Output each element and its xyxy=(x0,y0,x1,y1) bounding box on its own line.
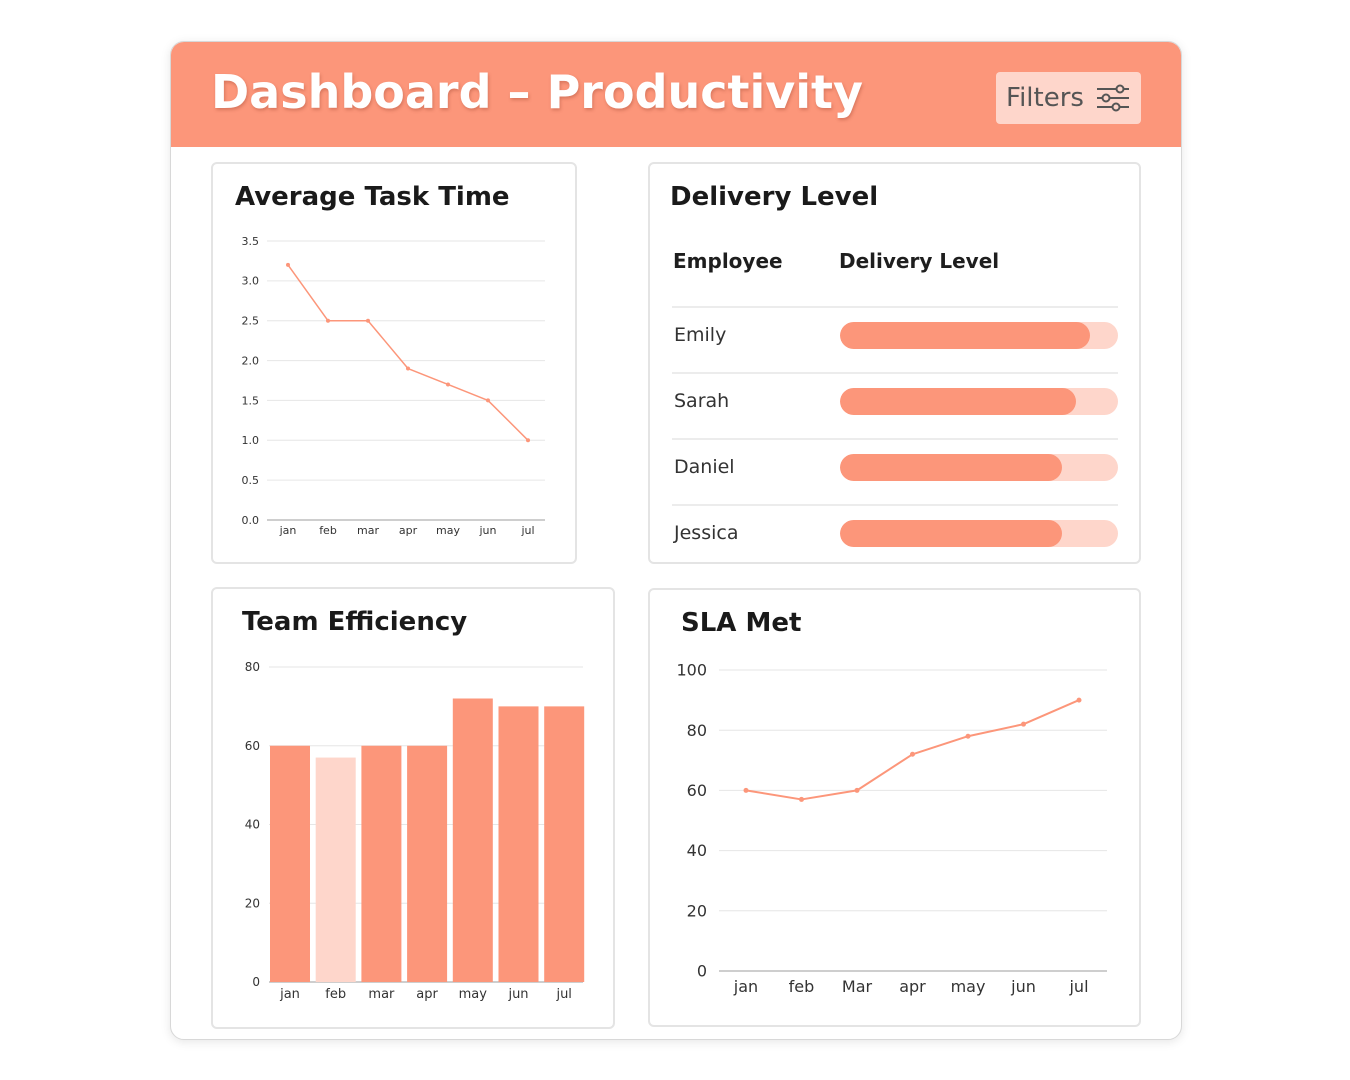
employee-name: Daniel xyxy=(674,456,735,478)
data-point xyxy=(1076,697,1082,703)
y-tick-label: 0.0 xyxy=(242,514,260,527)
x-tick-label: apr xyxy=(416,987,438,1002)
y-tick-label: 3.0 xyxy=(242,275,260,288)
bar xyxy=(407,745,448,982)
delivery-level-column-header: Delivery Level xyxy=(839,249,1000,273)
y-tick-label: 20 xyxy=(245,896,260,910)
delivery-level-bar-track xyxy=(840,322,1118,349)
filters-button[interactable]: Filters xyxy=(996,72,1141,124)
x-tick-label: may xyxy=(951,977,986,996)
y-tick-label: 2.0 xyxy=(242,354,260,367)
x-tick-label: jul xyxy=(555,987,571,1002)
series-line xyxy=(745,699,1080,801)
data-point xyxy=(406,366,410,371)
x-tick-label: may xyxy=(436,524,460,537)
data-point xyxy=(486,398,490,403)
y-tick-label: 1.5 xyxy=(242,394,260,407)
data-point xyxy=(854,787,860,793)
team-efficiency-chart: 0 20 40 60 80 jan feb mar apr may jun jul xyxy=(245,660,585,1002)
employee-name: Jessica xyxy=(674,522,739,544)
x-tick-label: feb xyxy=(319,524,337,537)
y-tick-label: 3.5 xyxy=(242,235,260,248)
y-tick-label: 0 xyxy=(697,962,707,981)
y-tick-label: 80 xyxy=(687,721,707,740)
x-tick-label: jun xyxy=(479,524,497,537)
delivery-level-bar-fill xyxy=(840,520,1063,547)
data-point xyxy=(446,382,450,387)
page-title: Dashboard – Productivity xyxy=(211,65,863,119)
data-point xyxy=(526,438,530,443)
x-tick-label: Mar xyxy=(842,977,873,996)
x-tick-label: jun xyxy=(507,987,528,1002)
x-tick-label: mar xyxy=(368,987,395,1002)
employee-name: Emily xyxy=(674,324,727,346)
sla-met-title: SLA Met xyxy=(681,608,802,638)
y-tick-label: 1.0 xyxy=(242,434,260,447)
data-point xyxy=(910,751,915,757)
y-tick-label: 80 xyxy=(245,660,260,674)
data-point xyxy=(326,318,330,323)
data-point xyxy=(965,733,971,739)
bar xyxy=(361,745,402,982)
bar xyxy=(544,706,585,982)
dashboard-window: Dashboard – Productivity Filters Average… xyxy=(170,41,1182,1040)
y-tick-label: 60 xyxy=(687,781,707,800)
x-tick-label: jul xyxy=(520,524,534,537)
x-tick-label: jan xyxy=(279,987,300,1002)
bar xyxy=(315,757,356,982)
delivery-level-row: Emily xyxy=(672,306,1118,374)
delivery-level-bar-fill xyxy=(840,322,1091,349)
team-efficiency-card: Team Efficiency 0 20 40 60 80 jan feb mar apr may… xyxy=(211,587,615,1029)
delivery-level-bar-track xyxy=(840,520,1118,547)
y-tick-label: 40 xyxy=(245,818,260,832)
x-tick-label: apr xyxy=(899,977,926,996)
dashboard-header: Dashboard – Productivity Filters xyxy=(171,42,1181,147)
delivery-level-bar-fill xyxy=(840,388,1077,415)
delivery-level-bar-track xyxy=(840,454,1118,481)
x-tick-label: jul xyxy=(1068,977,1088,996)
team-efficiency-title: Team Efficiency xyxy=(242,607,468,637)
x-tick-label: jun xyxy=(1010,977,1036,996)
y-tick-label: 60 xyxy=(245,739,260,753)
y-tick-label: 100 xyxy=(676,661,707,680)
average-task-time-card: Average Task Time 0.0 0.5 1.0 1.5 2.0 2.5 3.0 3… xyxy=(211,162,577,564)
bar xyxy=(452,698,493,982)
bar xyxy=(270,745,310,982)
sla-met-card: SLA Met 0 20 40 60 80 100 jan feb Mar apr may jun ju… xyxy=(648,588,1141,1027)
x-tick-label: apr xyxy=(399,524,418,537)
data-point xyxy=(286,262,290,267)
delivery-level-bar-track xyxy=(840,388,1118,415)
y-tick-label: 40 xyxy=(687,841,707,860)
delivery-level-bar-fill xyxy=(840,454,1063,481)
x-tick-label: mar xyxy=(357,524,379,537)
data-point xyxy=(366,318,370,323)
data-point xyxy=(1021,721,1026,727)
x-tick-label: may xyxy=(459,987,488,1002)
employee-name: Sarah xyxy=(674,390,730,412)
x-tick-label: jan xyxy=(279,524,297,537)
delivery-level-card: Delivery Level Employee Delivery Level E… xyxy=(648,162,1141,564)
average-task-time-chart: 0.0 0.5 1.0 1.5 2.0 2.5 3.0 3.5 jan feb mar apr may j… xyxy=(242,235,545,537)
series-line xyxy=(287,264,529,441)
y-tick-label: 0 xyxy=(252,975,260,989)
x-tick-label: feb xyxy=(789,977,815,996)
x-tick-label: jan xyxy=(733,977,758,996)
sliders-icon xyxy=(1096,84,1129,112)
delivery-level-row: Jessica xyxy=(672,504,1118,572)
delivery-level-row: Sarah xyxy=(672,372,1118,440)
delivery-level-title: Delivery Level xyxy=(670,182,879,212)
y-tick-label: 20 xyxy=(687,901,707,920)
average-task-time-title: Average Task Time xyxy=(235,182,510,212)
sla-met-chart: 0 20 40 60 80 100 jan feb Mar apr may jun jul xyxy=(676,661,1107,996)
y-tick-label: 2.5 xyxy=(242,315,260,328)
filters-label: Filters xyxy=(1006,83,1084,113)
y-tick-label: 0.5 xyxy=(242,474,260,487)
data-point xyxy=(799,796,804,802)
employee-column-header: Employee xyxy=(673,249,783,273)
data-point xyxy=(743,787,749,793)
bar xyxy=(498,706,539,982)
delivery-level-row: Daniel xyxy=(672,438,1118,506)
x-tick-label: feb xyxy=(325,987,346,1002)
